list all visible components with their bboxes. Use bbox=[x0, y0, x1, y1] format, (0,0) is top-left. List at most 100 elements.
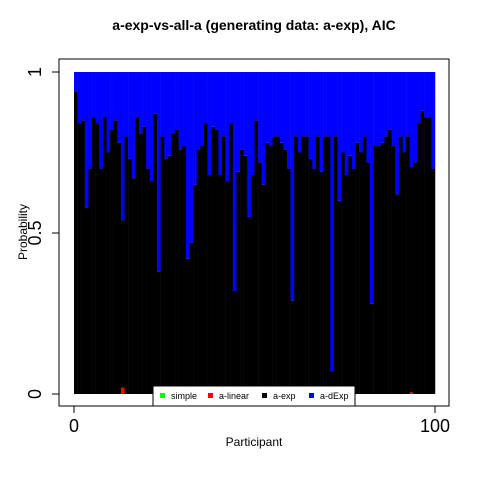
bar-segment-a-exp bbox=[92, 117, 96, 394]
bar-segment-a-exp bbox=[149, 181, 154, 394]
bar-segment-a-dExp bbox=[175, 72, 179, 130]
bar-segment-a-exp bbox=[240, 149, 244, 394]
bar-segment-a-dExp bbox=[258, 72, 262, 163]
legend: simple a-linear a-exp a-dExp bbox=[152, 385, 356, 407]
bar-segment-a-exp bbox=[312, 168, 317, 394]
bar-segment-a-exp bbox=[305, 136, 309, 394]
legend-swatch-a-linear bbox=[208, 393, 213, 398]
y-tick-label: 1 bbox=[25, 67, 45, 77]
bar-segment-a-dExp bbox=[95, 72, 100, 124]
y-axis-label: Probability bbox=[16, 204, 30, 260]
bar-segment-a-dExp bbox=[395, 72, 400, 195]
bar-segment-a-dExp bbox=[330, 72, 335, 372]
bar-segment-a-dExp bbox=[247, 72, 252, 217]
bar-segment-a-dExp bbox=[276, 72, 281, 137]
bar-segment-a-dExp bbox=[362, 72, 367, 137]
bar-segment-a-dExp bbox=[117, 72, 122, 143]
bar-segment-a-dExp bbox=[272, 72, 277, 137]
bar-segment-a-dExp bbox=[240, 72, 244, 150]
bar-segment-a-exp bbox=[424, 117, 429, 394]
bar-segment-a-exp bbox=[135, 117, 140, 394]
bar-segment-a-exp bbox=[250, 175, 255, 394]
bar-segment-a-dExp bbox=[427, 72, 432, 118]
x-tick-label: 100 bbox=[420, 416, 450, 436]
bar-segment-a-dExp bbox=[178, 72, 183, 150]
bar-segment-a-dExp bbox=[301, 72, 306, 137]
bar-segment-a-exp bbox=[333, 136, 338, 394]
bar-segment-a-exp bbox=[427, 117, 432, 394]
bar-segment-a-dExp bbox=[351, 72, 356, 169]
bar-segment-a-dExp bbox=[167, 72, 172, 156]
bar-segment-a-dExp bbox=[211, 72, 216, 127]
bar-segment-a-exp bbox=[258, 162, 262, 394]
bar-segment-a-dExp bbox=[370, 72, 374, 304]
bar-segment-a-dExp bbox=[265, 72, 270, 143]
bar-segment-a-exp bbox=[167, 155, 172, 394]
bar-segment-a-exp bbox=[214, 129, 219, 394]
bar-segment-a-dExp bbox=[74, 72, 78, 92]
bar-segment-a-dExp bbox=[153, 72, 158, 114]
bar-segment-a-exp bbox=[157, 271, 161, 394]
bar-segment-a-exp bbox=[265, 142, 270, 394]
bar-segment-a-exp bbox=[326, 136, 331, 394]
bar-segment-a-dExp bbox=[319, 72, 324, 172]
bar-segment-a-dExp bbox=[283, 72, 288, 150]
bar-segment-a-exp bbox=[366, 162, 371, 394]
bar-segment-a-exp bbox=[193, 184, 197, 394]
bar-segment-a-dExp bbox=[323, 72, 327, 137]
bar-segment-a-exp bbox=[384, 136, 389, 394]
bar-segment-a-dExp bbox=[120, 72, 125, 221]
bar-segment-a-exp bbox=[138, 133, 143, 394]
bar-segment-a-dExp bbox=[185, 72, 190, 259]
bar-segment-a-exp bbox=[268, 146, 273, 394]
bar-segment-a-dExp bbox=[193, 72, 197, 185]
bar-segment-a-exp bbox=[359, 152, 364, 394]
bar-segment-a-dExp bbox=[164, 72, 169, 159]
bar-segment-a-exp bbox=[420, 110, 425, 394]
bar-segment-a-exp bbox=[402, 152, 407, 394]
bar-segment-a-exp bbox=[131, 178, 136, 394]
bar-segment-a-exp bbox=[175, 129, 179, 394]
bar-segment-a-exp bbox=[254, 120, 259, 395]
legend-label-a-linear: a-linear bbox=[219, 391, 249, 401]
bar-segment-a-exp bbox=[160, 136, 165, 394]
bar-segment-a-exp bbox=[88, 168, 93, 394]
bar-segment-a-exp bbox=[362, 136, 367, 394]
bar-segment-a-exp bbox=[330, 371, 335, 394]
bar-segment-a-dExp bbox=[84, 72, 89, 208]
bar-segment-a-exp bbox=[337, 200, 342, 394]
bar-segment-a-exp bbox=[110, 129, 114, 394]
bar-segment-a-dExp bbox=[207, 72, 212, 176]
x-tick-label: 0 bbox=[69, 416, 79, 436]
bar-segment-a-exp bbox=[171, 133, 176, 394]
bar-segment-a-exp bbox=[99, 168, 104, 394]
bar-segment-a-dExp bbox=[236, 72, 241, 172]
bar-segment-a-dExp bbox=[135, 72, 140, 118]
bar-segment-a-dExp bbox=[218, 72, 223, 176]
bar-segment-a-dExp bbox=[146, 72, 151, 169]
bar-segment-a-exp bbox=[106, 152, 111, 394]
bar-segment-a-dExp bbox=[196, 72, 201, 150]
bar-segment-a-dExp bbox=[290, 72, 295, 301]
bar-segment-a-dExp bbox=[128, 72, 133, 159]
bar-segment-a-dExp bbox=[315, 72, 320, 137]
bar-segment-a-dExp bbox=[77, 72, 82, 124]
bar-segment-a-dExp bbox=[398, 72, 403, 137]
y-tick-label: 0 bbox=[25, 389, 45, 399]
bar-segment-a-dExp bbox=[243, 72, 248, 156]
bar-segment-a-dExp bbox=[413, 72, 418, 163]
bar-segment-a-exp bbox=[189, 242, 194, 394]
bar-segment-a-dExp bbox=[88, 72, 93, 169]
bar-segment-a-exp bbox=[124, 136, 129, 394]
bar-segment-a-dExp bbox=[337, 72, 342, 201]
bar-segment-a-dExp bbox=[279, 72, 284, 143]
bar-segment-a-exp bbox=[431, 168, 436, 394]
bar-segment-a-dExp bbox=[308, 72, 313, 159]
bar-segment-a-exp bbox=[323, 136, 327, 394]
bar-segment-a-dExp bbox=[388, 72, 392, 130]
bar-segment-a-dExp bbox=[312, 72, 317, 169]
bar-segment-a-exp bbox=[308, 158, 313, 394]
bar-segment-a-dExp bbox=[232, 72, 237, 291]
bar-segment-a-exp bbox=[370, 303, 374, 394]
bar-segment-a-dExp bbox=[420, 72, 425, 111]
